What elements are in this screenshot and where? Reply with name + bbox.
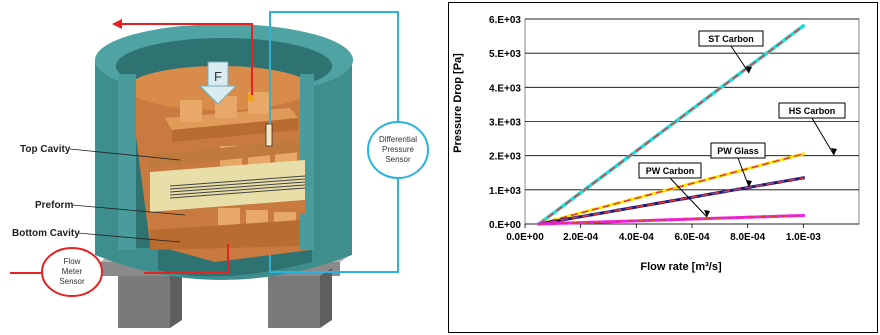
- callout-bottom-cavity: Bottom Cavity: [12, 228, 181, 243]
- series-annotation: PW Carbon: [638, 162, 710, 218]
- data-point: [775, 180, 779, 184]
- force-label: F: [214, 69, 222, 84]
- fit-line: [538, 25, 804, 225]
- data-point: [590, 220, 594, 224]
- data-point: [577, 215, 581, 219]
- data-point: [748, 166, 752, 170]
- y-tick-label: 4.E+03: [489, 83, 521, 94]
- data-point: [762, 183, 766, 187]
- fit-line: [538, 177, 804, 225]
- annotation-box: [698, 30, 764, 47]
- series-annotation: ST Carbon: [698, 30, 764, 74]
- bottom-cavity-blocks: [150, 200, 305, 250]
- annotation-box: [778, 102, 846, 119]
- annotation-box: [710, 142, 766, 159]
- data-point: [577, 211, 581, 215]
- fit-line: [538, 214, 804, 225]
- series-annotation: PW Glass: [710, 142, 766, 188]
- data-point: [643, 204, 647, 208]
- pressure-tube: [265, 123, 273, 147]
- annotation-box: [638, 162, 702, 179]
- flow-meter-sensor: Flow Meter Sensor: [41, 247, 103, 297]
- differential-pressure-sensor: Differential Pressure Sensor: [367, 121, 429, 179]
- annotation-pointer: [669, 177, 708, 218]
- svg-text:Flow: Flow: [64, 257, 81, 266]
- series-st-carbon: [537, 24, 805, 226]
- svg-text:Differential: Differential: [379, 135, 417, 144]
- y-axis-label: Pressure Drop [Pa]: [452, 53, 464, 153]
- data-point: [643, 194, 647, 198]
- data-point: [775, 214, 779, 218]
- data-point: [656, 201, 660, 205]
- series-pw-carbon: [537, 213, 805, 226]
- svg-text:Preform: Preform: [35, 200, 73, 211]
- pressure-drop-chart: ST Carbon HS Carbon PW Glass PW Carbon 0.E+…: [448, 2, 878, 333]
- annotation-label: ST Carbon: [708, 34, 754, 44]
- x-tick-label: 4.0E-04: [619, 232, 654, 243]
- x-tick-label: 8.0E-04: [730, 232, 765, 243]
- annotation-arrowhead: [831, 148, 837, 155]
- fit-line: [538, 153, 804, 225]
- annotation-arrowhead: [704, 210, 710, 217]
- data-point: [788, 214, 792, 218]
- svg-text:Top Cavity: Top Cavity: [20, 144, 71, 155]
- annotation-pointer: [730, 45, 750, 74]
- data-point: [696, 180, 700, 184]
- force-arrow: F: [198, 61, 238, 105]
- apparatus-diagram: F Flow Meter Sensor Differential Pressur…: [10, 11, 429, 328]
- annotation-label: HS Carbon: [789, 106, 836, 116]
- svg-text:Sensor: Sensor: [385, 155, 411, 164]
- y-tick-label: 5.E+03: [489, 49, 521, 60]
- series-hs-carbon: [537, 152, 805, 226]
- data-point: [801, 152, 805, 156]
- annotation-arrowhead: [746, 66, 752, 73]
- x-tick-label: 6.0E-04: [674, 232, 709, 243]
- y-tick-label: 0.E+00: [489, 220, 521, 231]
- callout-preform: Preform: [35, 200, 186, 216]
- annotation-pointer: [811, 117, 835, 156]
- data-point: [801, 213, 805, 217]
- y-tick-label: 1.E+03: [489, 186, 521, 197]
- data-point: [722, 216, 726, 220]
- data-point: [735, 169, 739, 173]
- svg-text:Bottom Cavity: Bottom Cavity: [12, 228, 80, 239]
- pressure-port: [248, 93, 254, 101]
- outlet-flow-line: [112, 19, 253, 95]
- differential-sensor-line: [269, 11, 399, 273]
- data-point: [709, 192, 713, 196]
- svg-text:Meter: Meter: [62, 267, 83, 276]
- preform-stack: [150, 160, 306, 212]
- x-tick-label: 1.0E-03: [786, 232, 821, 243]
- series-pw-glass: [537, 176, 805, 226]
- data-point: [696, 194, 700, 198]
- data-point: [590, 208, 594, 212]
- svg-text:Sensor: Sensor: [59, 277, 85, 286]
- data-point: [682, 183, 686, 187]
- x-tick-label: 0.0E+00: [506, 232, 544, 243]
- x-tick-label: 2.0E-04: [563, 232, 598, 243]
- svg-text:Pressure: Pressure: [382, 145, 415, 154]
- data-point: [801, 176, 805, 180]
- y-tick-label: 3.E+03: [489, 118, 521, 129]
- callout-top-cavity: Top Cavity: [20, 144, 181, 161]
- annotation-label: PW Carbon: [646, 166, 695, 176]
- annotation-arrowhead: [746, 180, 752, 187]
- data-point: [656, 218, 660, 222]
- annotation-label: PW Glass: [717, 146, 759, 156]
- y-tick-label: 6.E+03: [489, 15, 521, 26]
- x-axis-label: Flow rate [m³/s]: [640, 261, 722, 273]
- data-point: [590, 213, 594, 217]
- series-annotation: HS Carbon: [778, 102, 846, 156]
- y-tick-label: 2.E+03: [489, 152, 521, 163]
- data-point: [629, 197, 633, 201]
